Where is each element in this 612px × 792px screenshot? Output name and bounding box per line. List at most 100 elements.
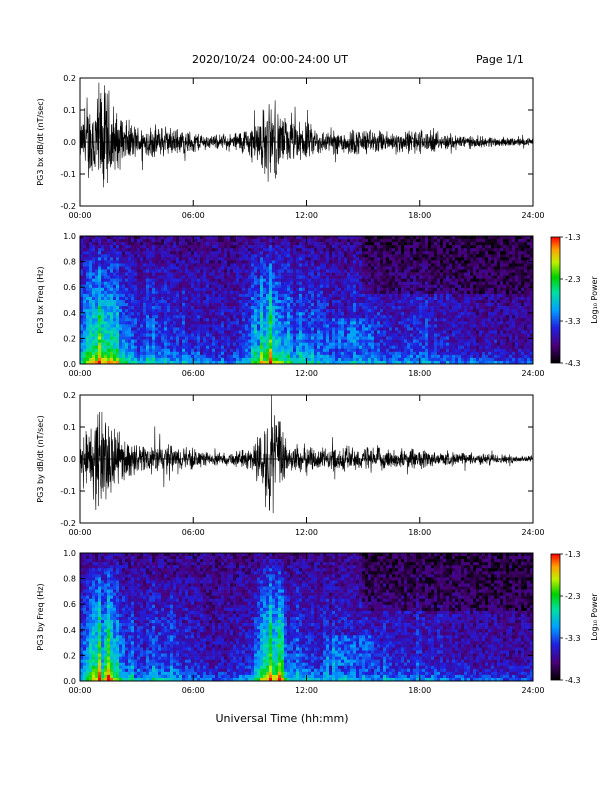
bx-spec-cell (197, 269, 201, 273)
bx-spec-cell (143, 251, 147, 255)
bx-spec-cell (110, 293, 114, 298)
bx-spec-cell (353, 254, 357, 258)
bx-spec-cell (257, 318, 261, 322)
bx-spec-cell (92, 284, 96, 289)
bx-spec-cell (278, 360, 282, 365)
bx-spec-cell (395, 284, 399, 289)
bx-spec-cell (380, 257, 384, 261)
bx-spec-cell (92, 272, 96, 276)
bx-spec-cell (212, 357, 216, 362)
bx-spec-cell (155, 278, 159, 283)
bx-spec-cell (308, 300, 312, 304)
bx-spec-cell (86, 284, 90, 289)
bx-spec-cell (227, 257, 231, 261)
bx-spec-cell (293, 254, 297, 258)
bx-spec-cell (212, 321, 216, 325)
bx-spec-cell (392, 239, 396, 243)
bx-spec-cell (221, 312, 225, 316)
bx-spec-cell (152, 312, 156, 316)
bx-spec-cell (122, 248, 126, 252)
bx-spec-cell (104, 327, 108, 331)
bx-spec-cell (134, 293, 138, 298)
bx-spec-cell (377, 260, 381, 264)
bx-spec-cell (290, 300, 294, 304)
bx-spec-cell (239, 348, 243, 353)
bx-spec-cell (215, 303, 219, 307)
bx-spec-cell (89, 348, 93, 353)
bx-spec-cell (212, 354, 216, 359)
bx-spec-cell (401, 306, 405, 310)
bx-spec-cell (116, 251, 120, 255)
bx-spec-cell (212, 318, 216, 322)
bx-spec-cell (275, 327, 279, 331)
bx-spec-cell (116, 239, 120, 243)
bx-spec-cell (383, 360, 387, 365)
bx-spec-cell (392, 275, 396, 279)
bx-spec-cell (368, 309, 372, 313)
bx-spec-cell (182, 287, 186, 292)
bx-spec-cell (143, 360, 147, 365)
bx-spec-cell (422, 327, 426, 331)
bx-spec-cell (413, 306, 417, 310)
bx-spec-cell (101, 330, 105, 334)
bx-spec-cell (341, 318, 345, 322)
bx-spec-cell (191, 245, 195, 249)
bx-spec-cell (386, 333, 390, 337)
bx-spec-cell (239, 260, 243, 264)
bx-spec-cell (392, 300, 396, 304)
bx-spec-cell (182, 281, 186, 286)
bx-spec-cell (260, 309, 264, 313)
bx-spec-cell (215, 272, 219, 276)
bx-spec-cell (167, 254, 171, 258)
bx-spec-cell (230, 263, 234, 267)
bx-spec-cell (92, 345, 96, 350)
bx-spec-cell (140, 309, 144, 313)
bx-spec-cell (401, 263, 405, 267)
bx-spec-cell (398, 312, 402, 316)
bx-spec-cell (413, 309, 417, 313)
bx-spec-cell (131, 333, 135, 337)
bx-spec-cell (116, 263, 120, 267)
bx-spec-cell (140, 254, 144, 258)
bx-spec-cell (335, 306, 339, 310)
bx-spec-cell (266, 303, 270, 307)
bx-spec-cell (242, 312, 246, 316)
bx-spec-cell (83, 312, 87, 316)
bx-spec-cell (266, 287, 270, 292)
bx-spec-cell (86, 330, 90, 334)
bx-spec-cell (230, 333, 234, 337)
bx-spec-cell (299, 315, 303, 319)
bx-spec-cell (332, 284, 336, 289)
bx-spec-cell (125, 351, 129, 356)
bx-spec-cell (164, 315, 168, 319)
bx-spec-cell (140, 290, 144, 295)
bx-spec-cell (311, 321, 315, 325)
bx-spec-cell (326, 342, 330, 347)
bx-spec-cell (230, 324, 234, 328)
bx-spec-cell (353, 257, 357, 261)
bx-spec-cell (320, 303, 324, 307)
bx-spec-cell (230, 351, 234, 356)
bx-spec-cell (110, 324, 114, 328)
bx-spec-cell (371, 278, 375, 283)
bx-spec-cell (149, 251, 153, 255)
bx-spec-cell (293, 239, 297, 243)
bx-spec-cell (194, 342, 198, 347)
bx-spec-cell (431, 293, 435, 298)
bx-spec-cell (191, 318, 195, 322)
bx-spec-cell (275, 342, 279, 347)
bx-spec-cell (401, 239, 405, 243)
bx-spec-cell (302, 342, 306, 347)
bx-spec-cell (152, 318, 156, 322)
bx-spec-cell (179, 278, 183, 283)
bx-spec-cell (365, 257, 369, 261)
bx-spec-cell (251, 269, 255, 273)
bx-spec-cell (125, 278, 129, 283)
bx-spec-cell (230, 287, 234, 292)
bx-spec-cell (110, 348, 114, 353)
bx-spec-cell (287, 315, 291, 319)
bx-spec-cell (107, 327, 111, 331)
bx-spec-cell (362, 272, 366, 276)
bx-spec-cell (164, 269, 168, 273)
bx-spec-cell (137, 333, 141, 337)
